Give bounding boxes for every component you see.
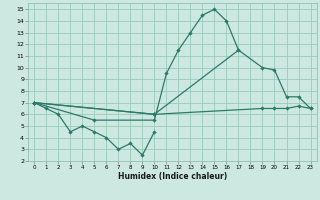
X-axis label: Humidex (Indice chaleur): Humidex (Indice chaleur): [118, 172, 227, 181]
